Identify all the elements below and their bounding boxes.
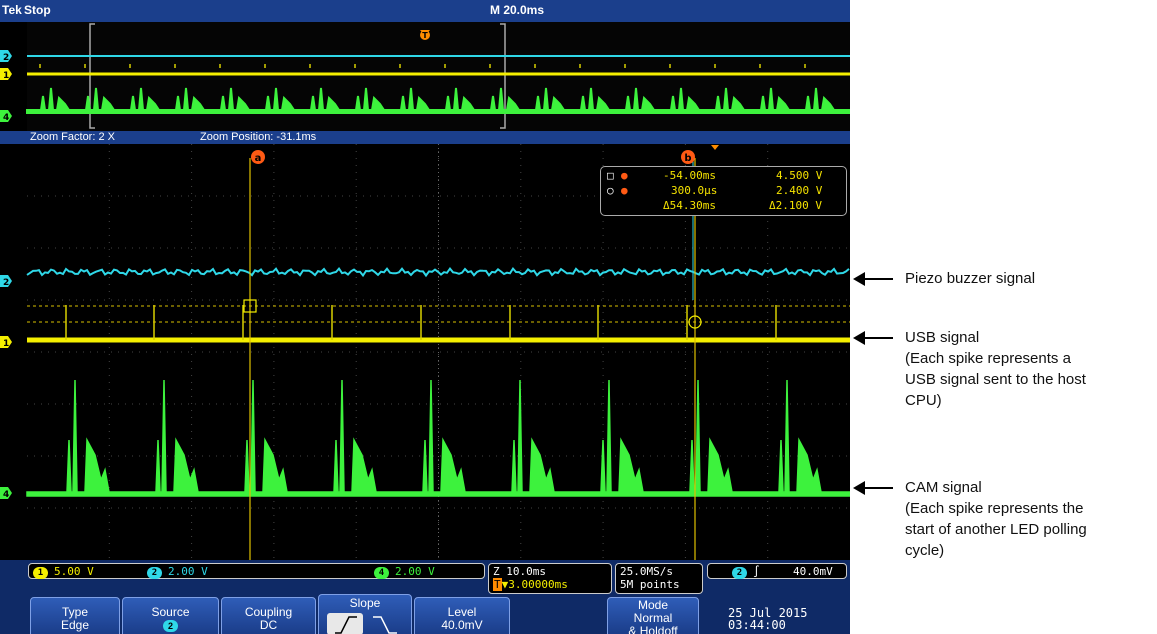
overview-ch4-trace xyxy=(26,87,850,114)
horizontal-readout: Z 10.0ms T▼3.00000ms xyxy=(488,563,612,594)
cursor-a-time: -54.00ms xyxy=(663,169,716,182)
ch2-badge[interactable]: 2 xyxy=(147,567,162,579)
timebase-readout: M 20.0ms xyxy=(490,3,545,17)
overview-graticule xyxy=(27,22,850,131)
trigger-level-readout: 40.0mV xyxy=(793,565,833,578)
svg-text:2: 2 xyxy=(3,53,9,63)
channel-markers: 2 1 4 2 1 4 xyxy=(0,50,12,500)
ch4-scale: 2.00 V xyxy=(395,565,435,578)
svg-text:2: 2 xyxy=(3,278,9,288)
slope-button[interactable]: Slope xyxy=(318,594,412,634)
cam-desc-3: cycle) xyxy=(905,542,945,559)
cam-label: CAM signal xyxy=(905,479,982,496)
cam-arrow-icon xyxy=(853,481,893,495)
oscilloscope-display: Tek Stop M 20.0ms T a b xyxy=(0,0,850,634)
cursor-delta-time: Δ54.30ms xyxy=(663,199,716,212)
cursor-b-circle-icon: ○ xyxy=(607,184,614,197)
ch2-scale: 2.00 V xyxy=(168,565,208,578)
rising-edge-icon: ∫ xyxy=(753,565,760,578)
zoom-time: Z 10.0ms xyxy=(493,565,546,578)
zoom-window-bracket xyxy=(89,23,506,129)
level-title: Level xyxy=(447,605,477,619)
cursor-readout-box: □ ● -54.00ms 4.500 V ○ ● 300.0µs 2.400 V… xyxy=(600,166,847,216)
level-button[interactable]: Level 40.0mV xyxy=(414,597,510,634)
cam-annotation: CAM signal (Each spike represents the st… xyxy=(905,477,1087,561)
trigger-position: ▼3.00000ms xyxy=(501,578,568,591)
time: 03:44:00 xyxy=(728,618,786,632)
coupling-value: DC xyxy=(259,618,278,632)
coupling-button[interactable]: Coupling DC xyxy=(221,597,316,634)
type-button[interactable]: Type Edge xyxy=(30,597,120,634)
zoom-position: Zoom Position: -31.1ms xyxy=(200,131,317,143)
source-value: 2 xyxy=(163,620,178,632)
cam-desc-1: (Each spike represents the xyxy=(905,500,1084,517)
usb-desc-3: CPU) xyxy=(905,392,942,409)
level-value: 40.0mV xyxy=(441,618,483,632)
date: 25 Jul 2015 xyxy=(728,606,808,620)
cursor-b-circle xyxy=(688,315,702,329)
cursor-a-badge-icon: ● xyxy=(621,169,628,182)
cursor-b-marker xyxy=(681,150,695,164)
cursor-a-square xyxy=(243,299,257,313)
rising-slope-icon[interactable] xyxy=(327,613,363,634)
cursor-b-volt: 2.400 V xyxy=(776,184,823,197)
cam-desc-2: start of another LED polling xyxy=(905,521,1087,538)
ch1-scale: 5.00 V xyxy=(54,565,94,578)
type-title: Type xyxy=(61,605,88,619)
usb-label: USB signal xyxy=(905,329,980,346)
trigger-t-icon xyxy=(420,30,430,40)
run-state: Stop xyxy=(24,3,51,17)
usb-desc-2: USB signal sent to the host xyxy=(905,371,1086,388)
svg-text:4: 4 xyxy=(3,490,9,500)
zoom-info-bar: Zoom Factor: 2 X Zoom Position: -31.1ms xyxy=(0,131,850,144)
usb-annotation: USB signal (Each spike represents a USB … xyxy=(905,327,1086,411)
piezo-label: Piezo buzzer signal xyxy=(905,270,1036,287)
piezo-arrow-icon xyxy=(853,272,893,286)
mode-value: Normal xyxy=(633,611,673,625)
source-button[interactable]: Source 2 xyxy=(122,597,219,634)
zoom-factor: Zoom Factor: 2 X xyxy=(30,131,115,143)
brand-logo: Tek xyxy=(2,3,22,17)
trigger-pos-icon: T xyxy=(493,578,502,591)
cursor-b-time: 300.0µs xyxy=(671,184,718,197)
coupling-title: Coupling xyxy=(244,605,293,619)
top-status-bar: Tek Stop M 20.0ms xyxy=(0,0,850,22)
graticule-grid xyxy=(27,144,850,560)
ch2-piezo-trace xyxy=(26,266,850,278)
overview-ticks xyxy=(39,64,806,68)
falling-slope-icon[interactable] xyxy=(367,613,403,634)
ch4-cam-trace xyxy=(26,379,850,497)
trigger-readout: 2 ∫ 40.0mV xyxy=(707,563,847,579)
usb-arrow-icon xyxy=(853,331,893,345)
type-value: Edge xyxy=(60,618,90,632)
slope-title: Slope xyxy=(349,596,381,610)
source-title: Source xyxy=(151,605,190,619)
usb-desc-1: (Each spike represents a xyxy=(905,350,1071,367)
vertical-scale-bar: 1 5.00 V 2 2.00 V 4 2.00 V xyxy=(28,563,485,579)
cursor-b-badge-icon: ● xyxy=(621,184,628,197)
waveform-area: T a b 2 1 4 2 1 4 xyxy=(0,22,850,560)
cursor-a-square-icon: □ xyxy=(607,169,614,182)
datetime: 25 Jul 2015 03:44:00 xyxy=(728,607,807,631)
main-trigger-marker xyxy=(711,145,719,150)
trigger-source-badge: 2 xyxy=(732,567,747,579)
svg-text:1: 1 xyxy=(3,71,9,81)
svg-text:4: 4 xyxy=(3,113,9,123)
mode-button[interactable]: Mode Normal & Holdoff xyxy=(607,597,699,634)
cursor-a-volt: 4.500 V xyxy=(776,169,823,182)
record-length: 5M points xyxy=(620,578,680,591)
mode-holdoff: & Holdoff xyxy=(628,624,678,634)
ch4-badge[interactable]: 4 xyxy=(374,567,389,579)
svg-text:1: 1 xyxy=(3,339,9,349)
ch1-badge[interactable]: 1 xyxy=(33,567,48,579)
svg-text:b: b xyxy=(684,153,691,164)
cursor-a-marker xyxy=(251,150,265,164)
cursor-delta-volt: Δ2.100 V xyxy=(769,199,822,212)
acquisition-readout: 25.0MS/s 5M points xyxy=(615,563,703,594)
svg-text:T: T xyxy=(422,31,428,40)
sample-rate: 25.0MS/s xyxy=(620,565,673,578)
mode-title: Mode xyxy=(637,598,669,612)
svg-text:a: a xyxy=(255,153,262,164)
